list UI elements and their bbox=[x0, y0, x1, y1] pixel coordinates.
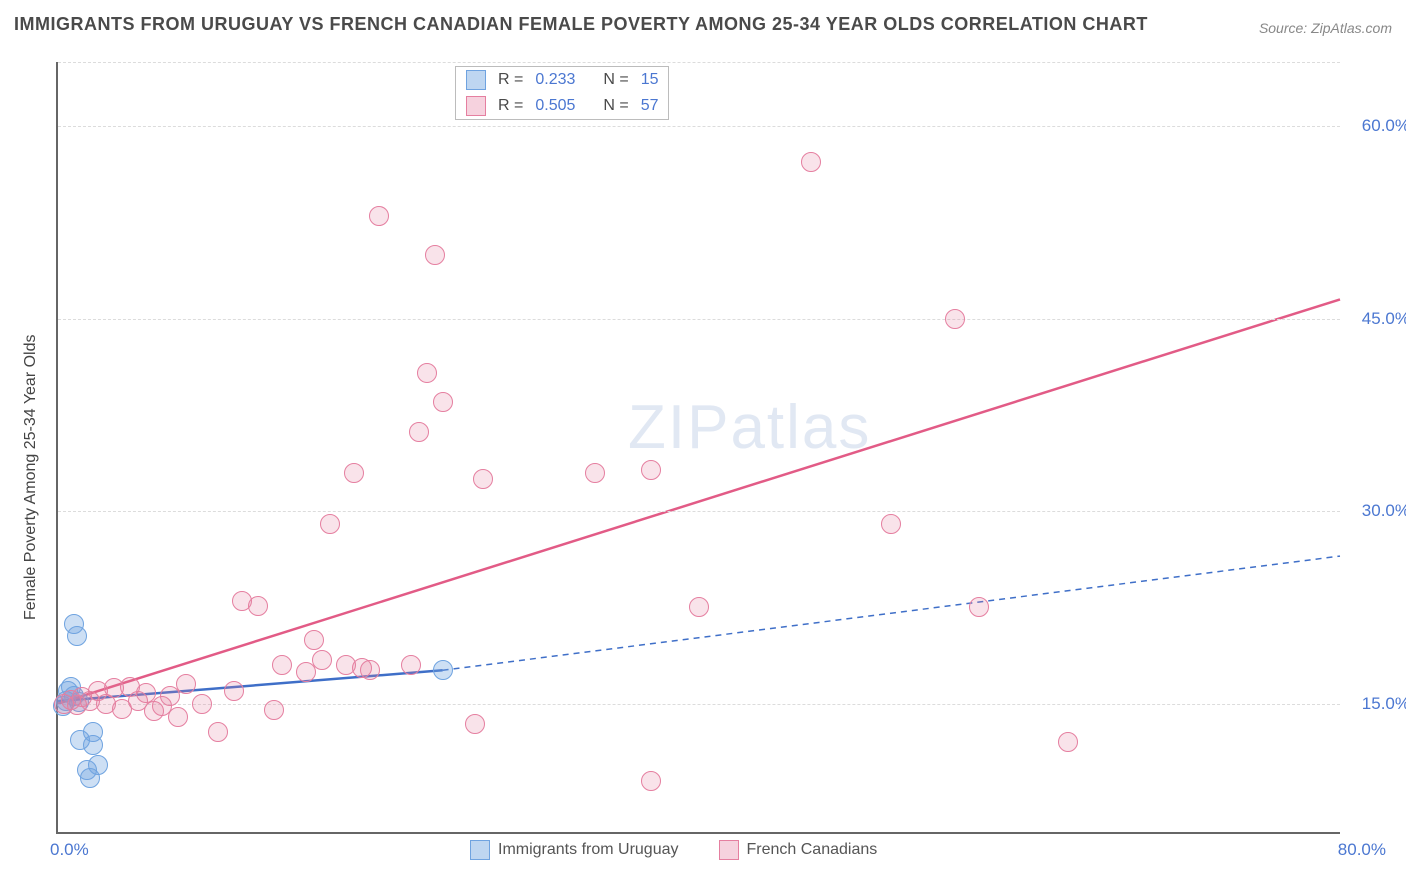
legend-r-value: 0.505 bbox=[535, 97, 591, 115]
data-point-french bbox=[641, 460, 661, 480]
data-point-french bbox=[945, 309, 965, 329]
legend-item-french: French Canadians bbox=[719, 840, 878, 860]
data-point-french bbox=[312, 650, 332, 670]
legend-row-uruguay: R = 0.233 N = 15 bbox=[456, 67, 668, 93]
gridline bbox=[58, 511, 1340, 512]
data-point-french bbox=[176, 674, 196, 694]
chart-title: IMMIGRANTS FROM URUGUAY VS FRENCH CANADI… bbox=[14, 14, 1148, 35]
swatch-icon bbox=[466, 70, 486, 90]
legend-label-uruguay: Immigrants from Uruguay bbox=[498, 841, 679, 859]
trend-lines bbox=[58, 62, 1340, 832]
data-point-french bbox=[248, 596, 268, 616]
plot-area: ZIPatlas 15.0%30.0%45.0%60.0%0.0%80.0% bbox=[56, 62, 1340, 834]
data-point-french bbox=[433, 392, 453, 412]
legend-label-french: French Canadians bbox=[747, 841, 878, 859]
legend-row-french: R = 0.505 N = 57 bbox=[456, 93, 668, 119]
data-point-french bbox=[417, 363, 437, 383]
data-point-french bbox=[264, 700, 284, 720]
swatch-icon bbox=[466, 96, 486, 116]
data-point-french bbox=[360, 660, 380, 680]
data-point-french bbox=[272, 655, 292, 675]
legend-item-uruguay: Immigrants from Uruguay bbox=[470, 840, 679, 860]
data-point-french bbox=[585, 463, 605, 483]
data-point-french bbox=[401, 655, 421, 675]
legend-n-label: N = bbox=[603, 71, 628, 89]
swatch-blue bbox=[470, 840, 490, 860]
data-point-french bbox=[320, 514, 340, 534]
legend-r-label: R = bbox=[498, 71, 523, 89]
legend-n-label: N = bbox=[603, 97, 628, 115]
data-point-french bbox=[425, 245, 445, 265]
y-tick-label: 30.0% bbox=[1362, 501, 1406, 521]
data-point-uruguay bbox=[67, 626, 87, 646]
data-point-french bbox=[409, 422, 429, 442]
legend-n-value: 57 bbox=[641, 97, 659, 115]
data-point-uruguay bbox=[88, 755, 108, 775]
legend-n-value: 15 bbox=[641, 71, 659, 89]
data-point-french bbox=[344, 463, 364, 483]
gridline bbox=[58, 126, 1340, 127]
data-point-french bbox=[473, 469, 493, 489]
legend-series: Immigrants from Uruguay French Canadians bbox=[470, 840, 877, 860]
legend-correlation: R = 0.233 N = 15 R = 0.505 N = 57 bbox=[455, 66, 669, 120]
y-tick-label: 15.0% bbox=[1362, 694, 1406, 714]
data-point-french bbox=[465, 714, 485, 734]
x-tick-label: 0.0% bbox=[50, 840, 89, 860]
data-point-french bbox=[208, 722, 228, 742]
y-axis-label: Female Poverty Among 25-34 Year Olds bbox=[22, 335, 40, 621]
gridline bbox=[58, 62, 1340, 63]
y-tick-label: 60.0% bbox=[1362, 116, 1406, 136]
data-point-uruguay bbox=[433, 660, 453, 680]
data-point-french bbox=[192, 694, 212, 714]
data-point-french bbox=[168, 707, 188, 727]
data-point-french bbox=[1058, 732, 1078, 752]
data-point-french bbox=[641, 771, 661, 791]
gridline bbox=[58, 704, 1340, 705]
data-point-french bbox=[881, 514, 901, 534]
x-tick-label: 80.0% bbox=[1338, 840, 1386, 860]
legend-r-label: R = bbox=[498, 97, 523, 115]
data-point-french bbox=[689, 597, 709, 617]
gridline bbox=[58, 319, 1340, 320]
swatch-pink bbox=[719, 840, 739, 860]
data-point-french bbox=[224, 681, 244, 701]
data-point-french bbox=[969, 597, 989, 617]
source-label: Source: ZipAtlas.com bbox=[1259, 20, 1392, 36]
y-tick-label: 45.0% bbox=[1362, 309, 1406, 329]
data-point-uruguay bbox=[83, 722, 103, 742]
data-point-french bbox=[801, 152, 821, 172]
legend-r-value: 0.233 bbox=[535, 71, 591, 89]
data-point-french bbox=[369, 206, 389, 226]
data-point-french bbox=[304, 630, 324, 650]
